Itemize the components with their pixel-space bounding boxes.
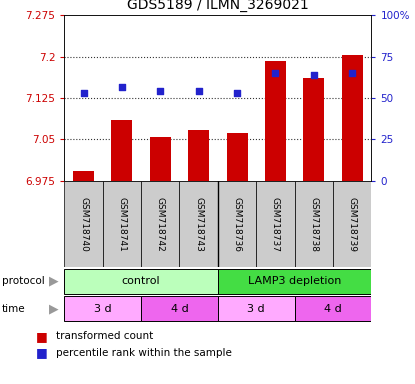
Text: GSM718743: GSM718743 bbox=[194, 197, 203, 252]
Text: transformed count: transformed count bbox=[56, 331, 153, 341]
Text: GSM718742: GSM718742 bbox=[156, 197, 165, 252]
Text: GSM718738: GSM718738 bbox=[309, 197, 318, 252]
Bar bbox=[218, 269, 371, 293]
Bar bbox=[342, 55, 363, 181]
Bar bbox=[180, 181, 218, 267]
Text: 3 d: 3 d bbox=[247, 304, 265, 314]
Text: GSM718741: GSM718741 bbox=[117, 197, 127, 252]
Text: ■: ■ bbox=[36, 329, 47, 343]
Bar bbox=[218, 181, 256, 267]
Text: ■: ■ bbox=[36, 346, 47, 359]
Text: time: time bbox=[2, 304, 26, 314]
Bar bbox=[64, 181, 103, 267]
Bar bbox=[73, 172, 94, 181]
Point bbox=[272, 70, 279, 76]
Text: 4 d: 4 d bbox=[171, 304, 188, 314]
Bar bbox=[141, 296, 218, 321]
Text: ▶: ▶ bbox=[49, 302, 59, 315]
Bar bbox=[218, 296, 295, 321]
Bar bbox=[64, 269, 218, 293]
Point bbox=[234, 90, 240, 96]
Bar bbox=[295, 296, 371, 321]
Point bbox=[195, 88, 202, 94]
Point bbox=[310, 72, 317, 78]
Bar bbox=[295, 181, 333, 267]
Bar bbox=[333, 181, 371, 267]
Text: 4 d: 4 d bbox=[324, 304, 342, 314]
Text: GSM718736: GSM718736 bbox=[232, 197, 242, 252]
Bar bbox=[256, 181, 295, 267]
Title: GDS5189 / ILMN_3269021: GDS5189 / ILMN_3269021 bbox=[127, 0, 309, 12]
Point bbox=[349, 70, 356, 76]
Text: control: control bbox=[122, 276, 161, 286]
Text: GSM718737: GSM718737 bbox=[271, 197, 280, 252]
Text: GSM718740: GSM718740 bbox=[79, 197, 88, 252]
Bar bbox=[303, 78, 325, 181]
Text: protocol: protocol bbox=[2, 276, 45, 286]
Bar bbox=[227, 133, 248, 181]
Point bbox=[80, 90, 87, 96]
Bar bbox=[141, 181, 180, 267]
Bar bbox=[64, 296, 141, 321]
Bar bbox=[111, 120, 132, 181]
Text: 3 d: 3 d bbox=[94, 304, 112, 314]
Bar bbox=[265, 61, 286, 181]
Bar bbox=[150, 137, 171, 181]
Point bbox=[119, 83, 125, 89]
Bar bbox=[188, 130, 209, 181]
Text: percentile rank within the sample: percentile rank within the sample bbox=[56, 348, 232, 358]
Text: ▶: ▶ bbox=[49, 275, 59, 288]
Text: GSM718739: GSM718739 bbox=[348, 197, 357, 252]
Bar bbox=[103, 181, 141, 267]
Text: LAMP3 depletion: LAMP3 depletion bbox=[248, 276, 342, 286]
Point bbox=[157, 88, 164, 94]
